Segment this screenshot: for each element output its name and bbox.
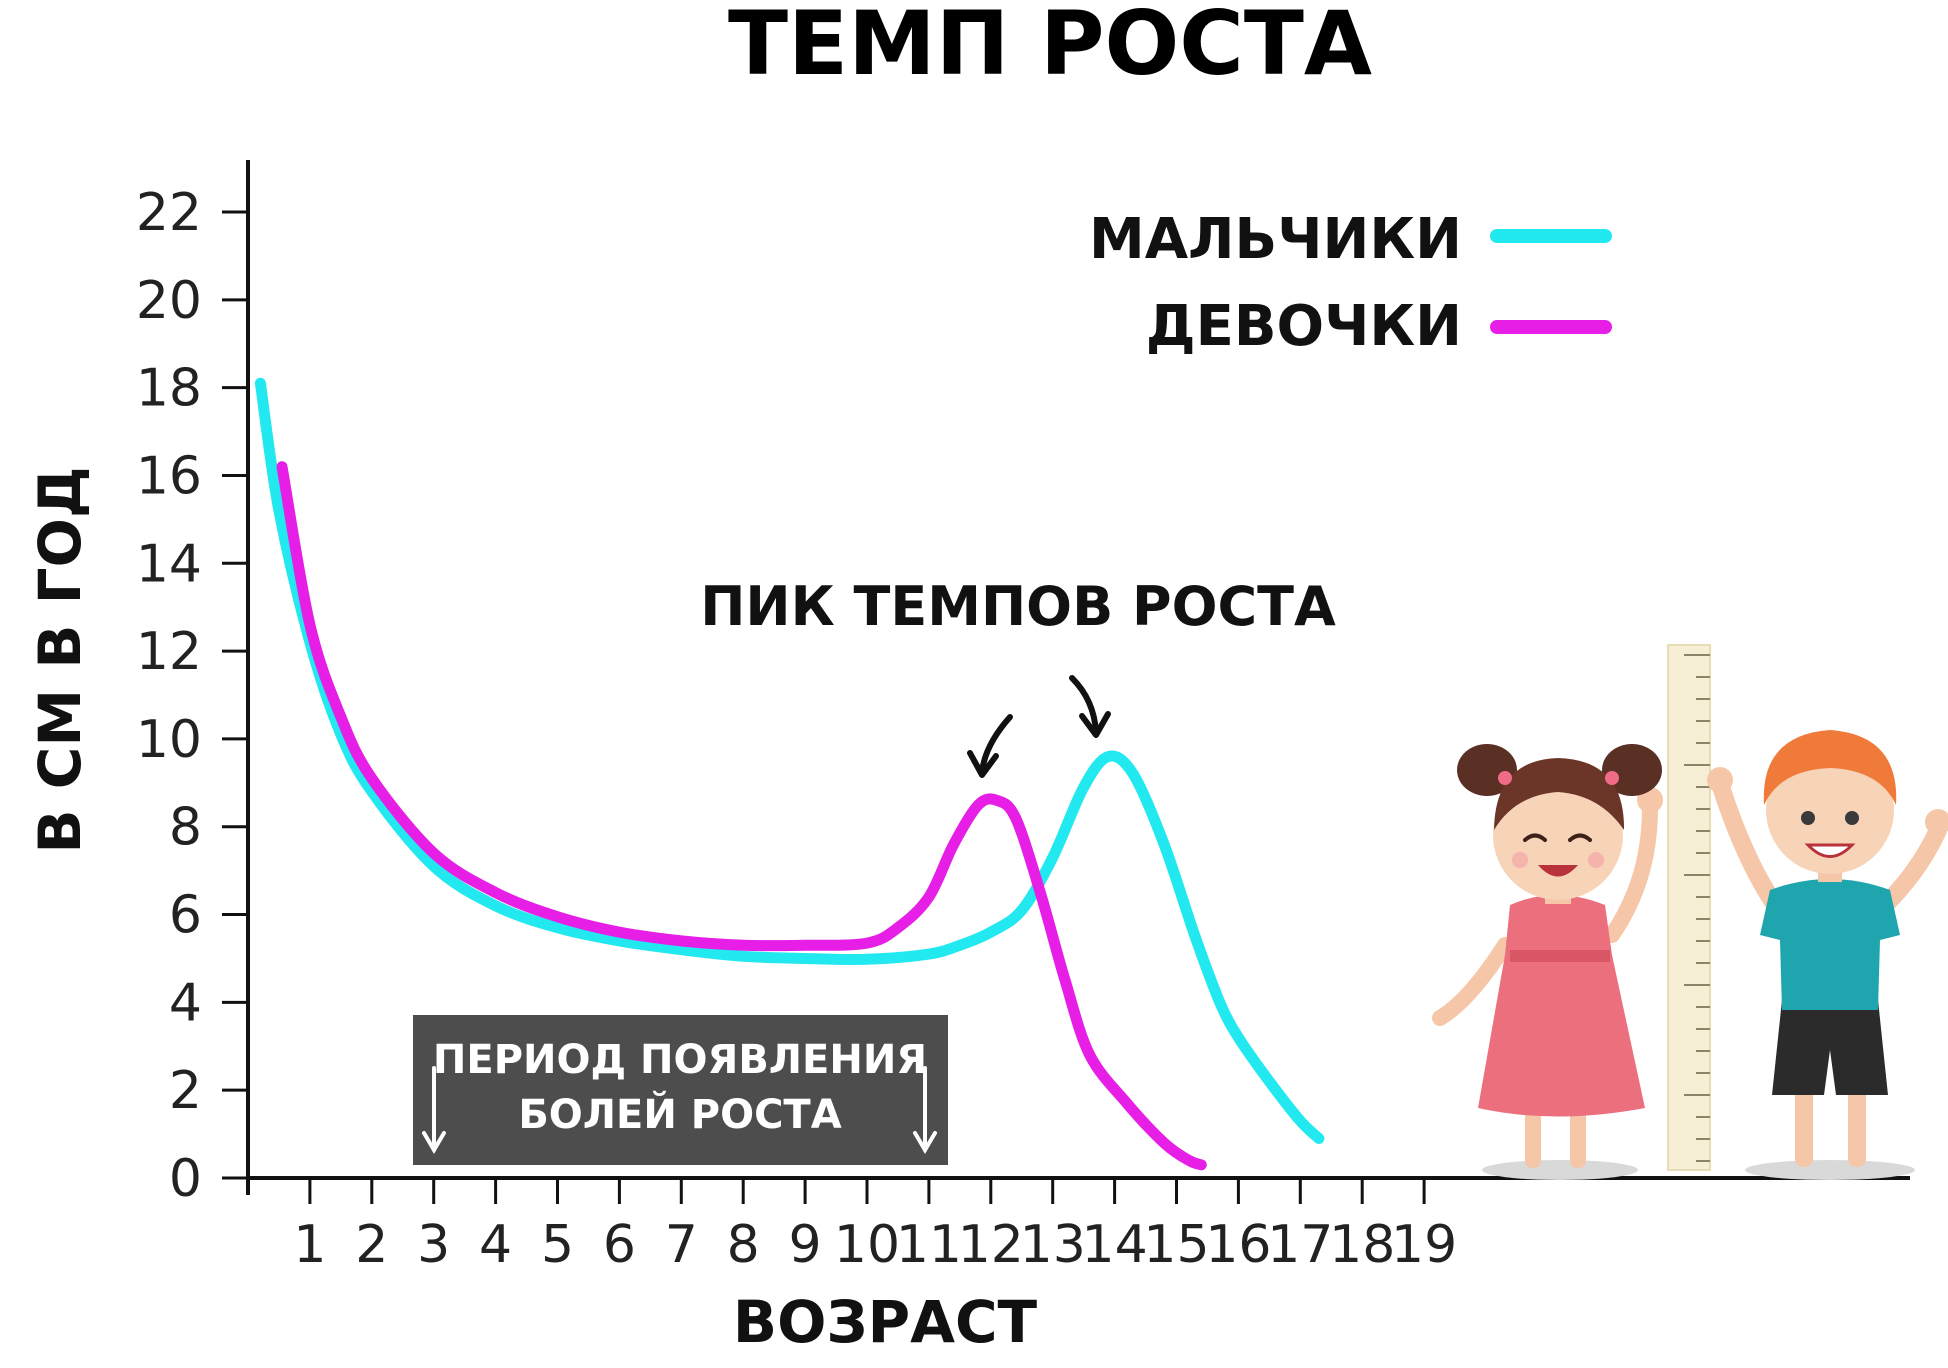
x-axis-label: ВОЗРАСТ xyxy=(733,1288,1038,1356)
growth-pain-period-box: ПЕРИОД ПОЯВЛЕНИЯ БОЛЕЙ РОСТА xyxy=(413,1015,948,1165)
y-tick-label: 16 xyxy=(136,446,202,506)
curved-arrow-icon xyxy=(967,714,1013,778)
height-ruler-illustration xyxy=(1667,644,1711,1171)
girl-illustration xyxy=(1432,744,1663,1180)
y-axis-ticks: 0 2 4 6 8 10 12 14 16 18 20 22 xyxy=(136,183,248,1209)
series-line-boys xyxy=(254,377,1325,1144)
x-tick-label: 12 xyxy=(958,1215,1024,1275)
x-tick-label: 2 xyxy=(355,1215,388,1275)
y-tick-label: 0 xyxy=(169,1149,202,1209)
x-tick-label: 10 xyxy=(834,1215,900,1275)
arrow-down-icon xyxy=(913,1066,937,1154)
x-tick-label: 13 xyxy=(1020,1215,1086,1275)
x-tick-label: 15 xyxy=(1143,1215,1209,1275)
y-tick-label: 6 xyxy=(169,886,202,946)
legend: МАЛЬЧИКИ ДЕВОЧКИ xyxy=(1089,207,1612,359)
y-tick-label: 2 xyxy=(169,1061,202,1121)
x-tick-label: 3 xyxy=(417,1215,450,1275)
y-tick-label: 22 xyxy=(136,183,202,243)
x-tick-label: 18 xyxy=(1329,1215,1395,1275)
x-tick-label: 1 xyxy=(293,1215,326,1275)
y-tick-label: 18 xyxy=(136,359,202,419)
y-tick-label: 12 xyxy=(136,622,202,682)
series-line-girls xyxy=(276,461,1207,1171)
legend-label-boys: МАЛЬЧИКИ xyxy=(1089,207,1462,272)
curved-arrow-icon xyxy=(1069,675,1111,738)
boy-illustration xyxy=(1707,730,1948,1180)
x-tick-label: 4 xyxy=(479,1215,512,1275)
legend-label-girls: ДЕВОЧКИ xyxy=(1146,294,1462,359)
arrow-down-icon xyxy=(422,1066,446,1154)
y-tick-label: 8 xyxy=(169,798,202,858)
x-tick-label: 14 xyxy=(1082,1215,1148,1275)
peak-annotation-label: ПИК ТЕМПОВ РОСТА xyxy=(700,575,1336,638)
x-tick-label: 6 xyxy=(603,1215,636,1275)
x-tick-label: 11 xyxy=(896,1215,962,1275)
chart-title: ТЕМП РОСТА xyxy=(728,0,1372,95)
y-tick-label: 14 xyxy=(136,534,202,594)
y-tick-label: 10 xyxy=(136,710,202,770)
x-tick-label: 17 xyxy=(1267,1215,1333,1275)
x-tick-label: 8 xyxy=(727,1215,760,1275)
x-tick-label: 16 xyxy=(1205,1215,1271,1275)
x-tick-label: 9 xyxy=(789,1215,822,1275)
x-tick-label: 19 xyxy=(1391,1215,1457,1275)
period-box-line-2: БОЛЕЙ РОСТА xyxy=(518,1090,841,1138)
period-box-line-1: ПЕРИОД ПОЯВЛЕНИЯ xyxy=(433,1037,927,1083)
y-axis-label: В СМ В ГОД xyxy=(26,466,94,853)
x-tick-label: 7 xyxy=(665,1215,698,1275)
y-tick-label: 20 xyxy=(136,271,202,331)
x-tick-label: 5 xyxy=(541,1215,574,1275)
y-tick-label: 4 xyxy=(169,973,202,1033)
